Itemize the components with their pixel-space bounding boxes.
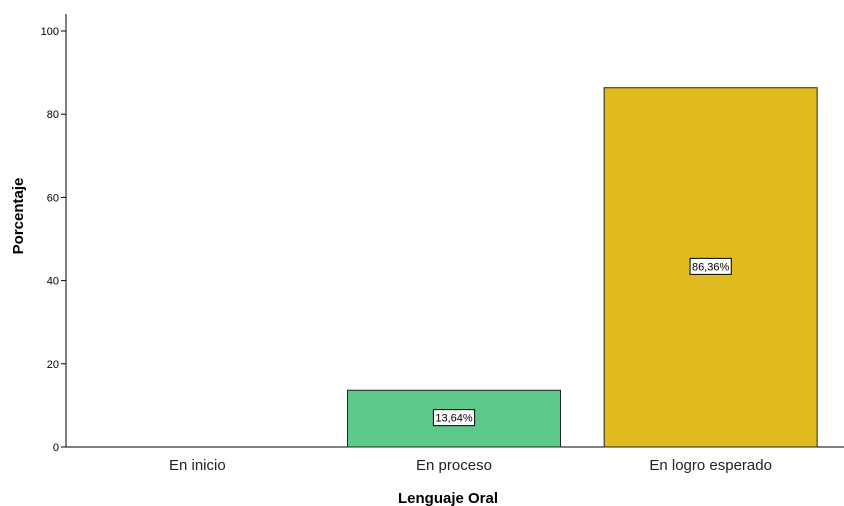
y-tick-label: 20 (47, 359, 59, 371)
x-axis-title: Lenguaje Oral (398, 490, 498, 506)
category-label: En proceso (416, 457, 492, 474)
y-tick-label: 80 (47, 109, 59, 121)
data-label-box (689, 257, 732, 275)
y-axis-title: Porcentaje (10, 178, 27, 255)
category-label: En logro esperado (649, 457, 772, 474)
category-label: En inicio (169, 457, 226, 474)
data-label: 86,36% (692, 261, 730, 273)
y-tick-label: 100 (41, 26, 59, 38)
y-tick-label: 0 (53, 442, 59, 454)
y-tick-label: 60 (47, 192, 59, 204)
data-label: 13,64% (435, 413, 473, 425)
plot-area: 0 20 40 60 80 100 En inicio 13,64% En proceso 86,… (41, 14, 844, 474)
y-tick-label: 40 (47, 276, 59, 288)
data-label-box (432, 409, 476, 427)
